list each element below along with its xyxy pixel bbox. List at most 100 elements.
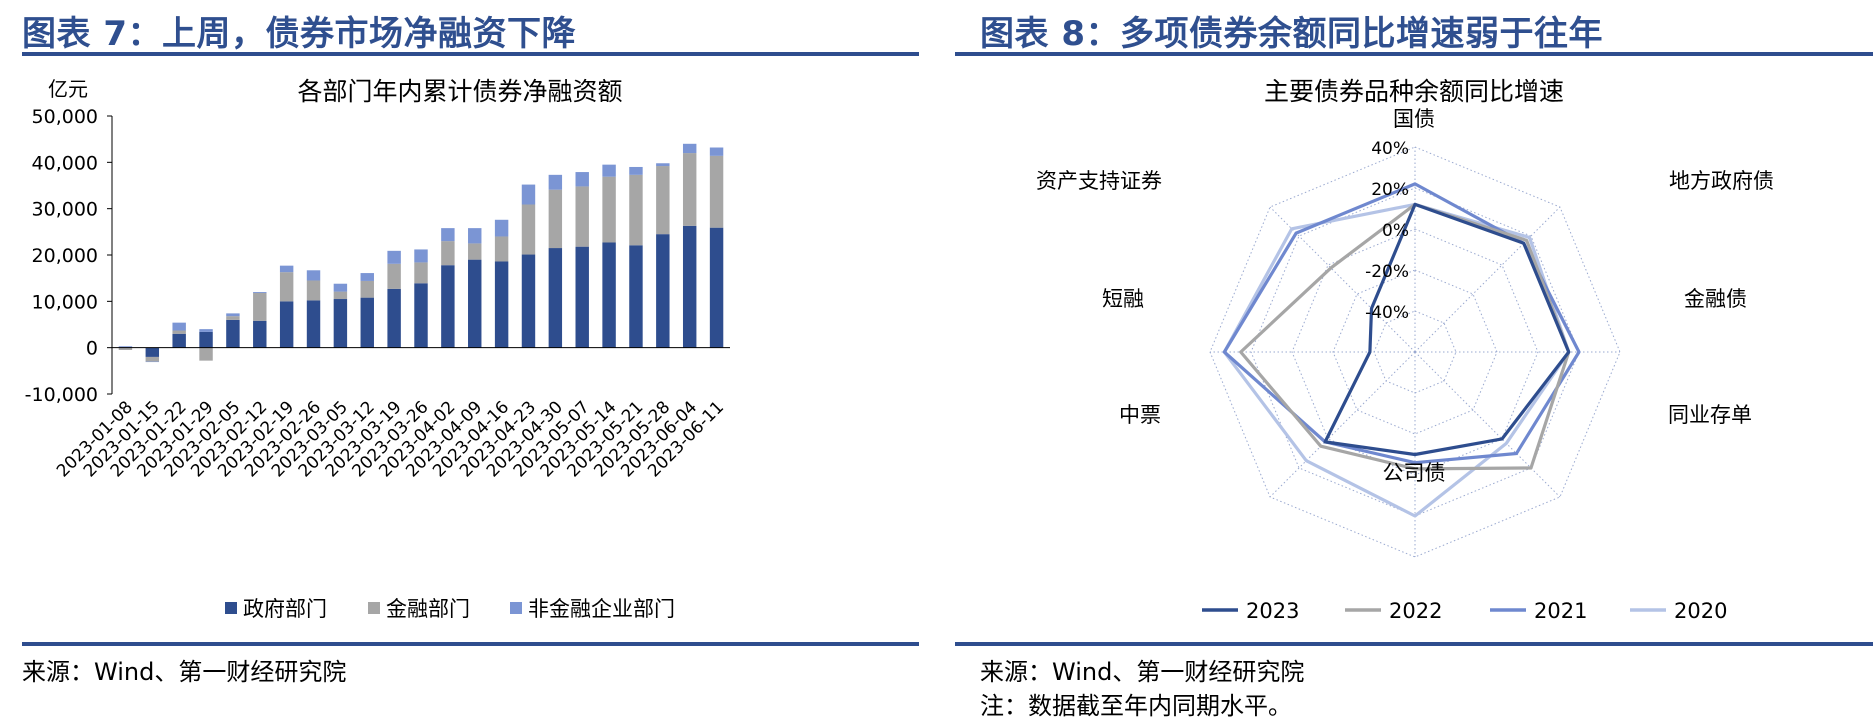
radar-tick-label: 20% [1371, 180, 1409, 200]
left-figure-title: 图表 7：上周，债券市场净融资下降 [22, 14, 576, 54]
y-tick-label: -10,000 [25, 384, 98, 406]
y-tick-label: 0 [86, 338, 98, 360]
bar-segment [682, 153, 697, 226]
legend-label: 2022 [1389, 599, 1442, 623]
radar-chart: 主要债券品种余额同比增速 -40% -20% 0% 20% 40% 国债地方政府债金融债… [1036, 77, 1774, 623]
bar-segment [306, 300, 321, 348]
bar-segment [629, 245, 643, 348]
bar-segment [306, 280, 321, 301]
radar-axis-label: 公司债 [1383, 461, 1446, 485]
radar-grid-ring [1291, 228, 1539, 476]
bar-segment [360, 280, 374, 298]
right-source-rule [955, 642, 1873, 646]
bar-segment [279, 301, 294, 348]
bar-segment [468, 243, 482, 260]
bar-segment [468, 228, 482, 244]
right-source-text: 来源：Wind、第一财经研究院 [980, 658, 1305, 686]
bar-segment [709, 147, 724, 156]
bar-segment [494, 236, 509, 262]
right-figure-title: 图表 8：多项债券余额同比增速弱于往年 [980, 14, 1603, 54]
bar-segment [199, 331, 213, 348]
legend-label: 政府部门 [243, 597, 327, 621]
radar-axis-label: 同业存单 [1668, 403, 1752, 427]
bar-segment [360, 273, 374, 281]
legend-label: 2023 [1246, 599, 1299, 623]
bar-segment [226, 313, 240, 317]
bar-segment [145, 347, 160, 357]
bar-segment [333, 299, 348, 348]
legend-swatch [510, 602, 522, 614]
bar-segment [118, 347, 133, 350]
bar-segment [575, 246, 589, 348]
bar-segment [629, 174, 643, 246]
bar-segment [441, 265, 455, 348]
radar-legend: 2023 2022 2021 2020 [1202, 599, 1727, 623]
bar-segment [709, 227, 724, 348]
bar-segment [253, 292, 267, 321]
bar-segment [279, 272, 294, 302]
bar-segment [253, 292, 267, 293]
radar-axis-label: 国债 [1393, 107, 1435, 131]
radar-grid-ring [1250, 187, 1580, 517]
bar-segment [145, 361, 160, 363]
bar-segment [548, 174, 563, 190]
bar-segment [548, 248, 563, 348]
left-source-rule [22, 642, 919, 646]
bar-chart-title: 各部门年内累计债券净融资额 [297, 77, 622, 106]
bar-segment [656, 163, 670, 167]
bar-segment [414, 262, 428, 284]
bar-chart-legend: 政府部门 金融部门 非金融企业部门 [225, 597, 675, 621]
bar-segment [226, 316, 240, 320]
bar-segment [279, 265, 294, 273]
right-figure-panel: 图表 8：多项债券余额同比增速弱于往年 主要债券品种余额同比增速 -40% -20… [955, 0, 1873, 722]
right-note-text: 注：数据截至年内同期水平。 [980, 692, 1292, 720]
bar-segment [602, 164, 616, 177]
radar-axis-label: 资产支持证券 [1036, 169, 1162, 193]
bar-chart-x-axis: 2023-01-082023-01-152023-01-222023-01-29… [53, 347, 730, 481]
radar-tick-label: 40% [1371, 139, 1409, 159]
y-tick-label: 50,000 [32, 106, 98, 128]
bar-segment [387, 263, 401, 289]
bar-segment [118, 346, 133, 348]
bar-segment [253, 320, 267, 348]
radar-axis-label: 地方政府债 [1669, 169, 1774, 193]
bar-segment [199, 347, 213, 361]
legend-swatch [368, 602, 380, 614]
bar-segment [172, 322, 186, 331]
radar-radial-ticks: -40% -20% 0% 20% 40% [1365, 139, 1409, 323]
bar-segment [441, 228, 455, 242]
legend-swatch [225, 602, 237, 614]
radar-tick-label: -40% [1365, 303, 1409, 323]
bar-segment [521, 204, 536, 255]
bar-segment [414, 249, 428, 263]
bar-segment [656, 234, 670, 348]
bar-segment [682, 225, 697, 348]
legend-label: 金融部门 [386, 597, 470, 621]
right-title-rule [955, 52, 1873, 56]
y-tick-label: 30,000 [32, 199, 98, 221]
radar-chart-title: 主要债券品种余额同比增速 [1264, 77, 1564, 106]
bar-segment [333, 291, 348, 300]
y-tick-label: 20,000 [32, 245, 98, 267]
bar-segment [575, 186, 589, 247]
left-source-text: 来源：Wind、第一财经研究院 [22, 658, 347, 686]
bar-segment [521, 254, 536, 348]
bar-segment [441, 241, 455, 266]
radar-series-line [1239, 202, 1571, 471]
bar-segment [682, 143, 697, 154]
bar-segment [602, 176, 616, 243]
bar-segment [494, 219, 509, 237]
radar-grid-ring [1373, 310, 1457, 394]
bar-segment [172, 330, 186, 334]
bar-segment [145, 356, 160, 362]
left-title-rule [22, 52, 919, 56]
radar-series-line [1323, 202, 1571, 457]
bar-chart: 亿元 各部门年内累计债券净融资额 -10,000 0 10,000 20,000 30,… [25, 77, 730, 621]
bar-segment [306, 270, 321, 281]
radar-tick-label: -20% [1365, 262, 1409, 282]
legend-label: 2020 [1674, 599, 1727, 623]
bar-segment [226, 319, 240, 348]
bar-segment [360, 297, 374, 348]
bar-segment [494, 261, 509, 348]
